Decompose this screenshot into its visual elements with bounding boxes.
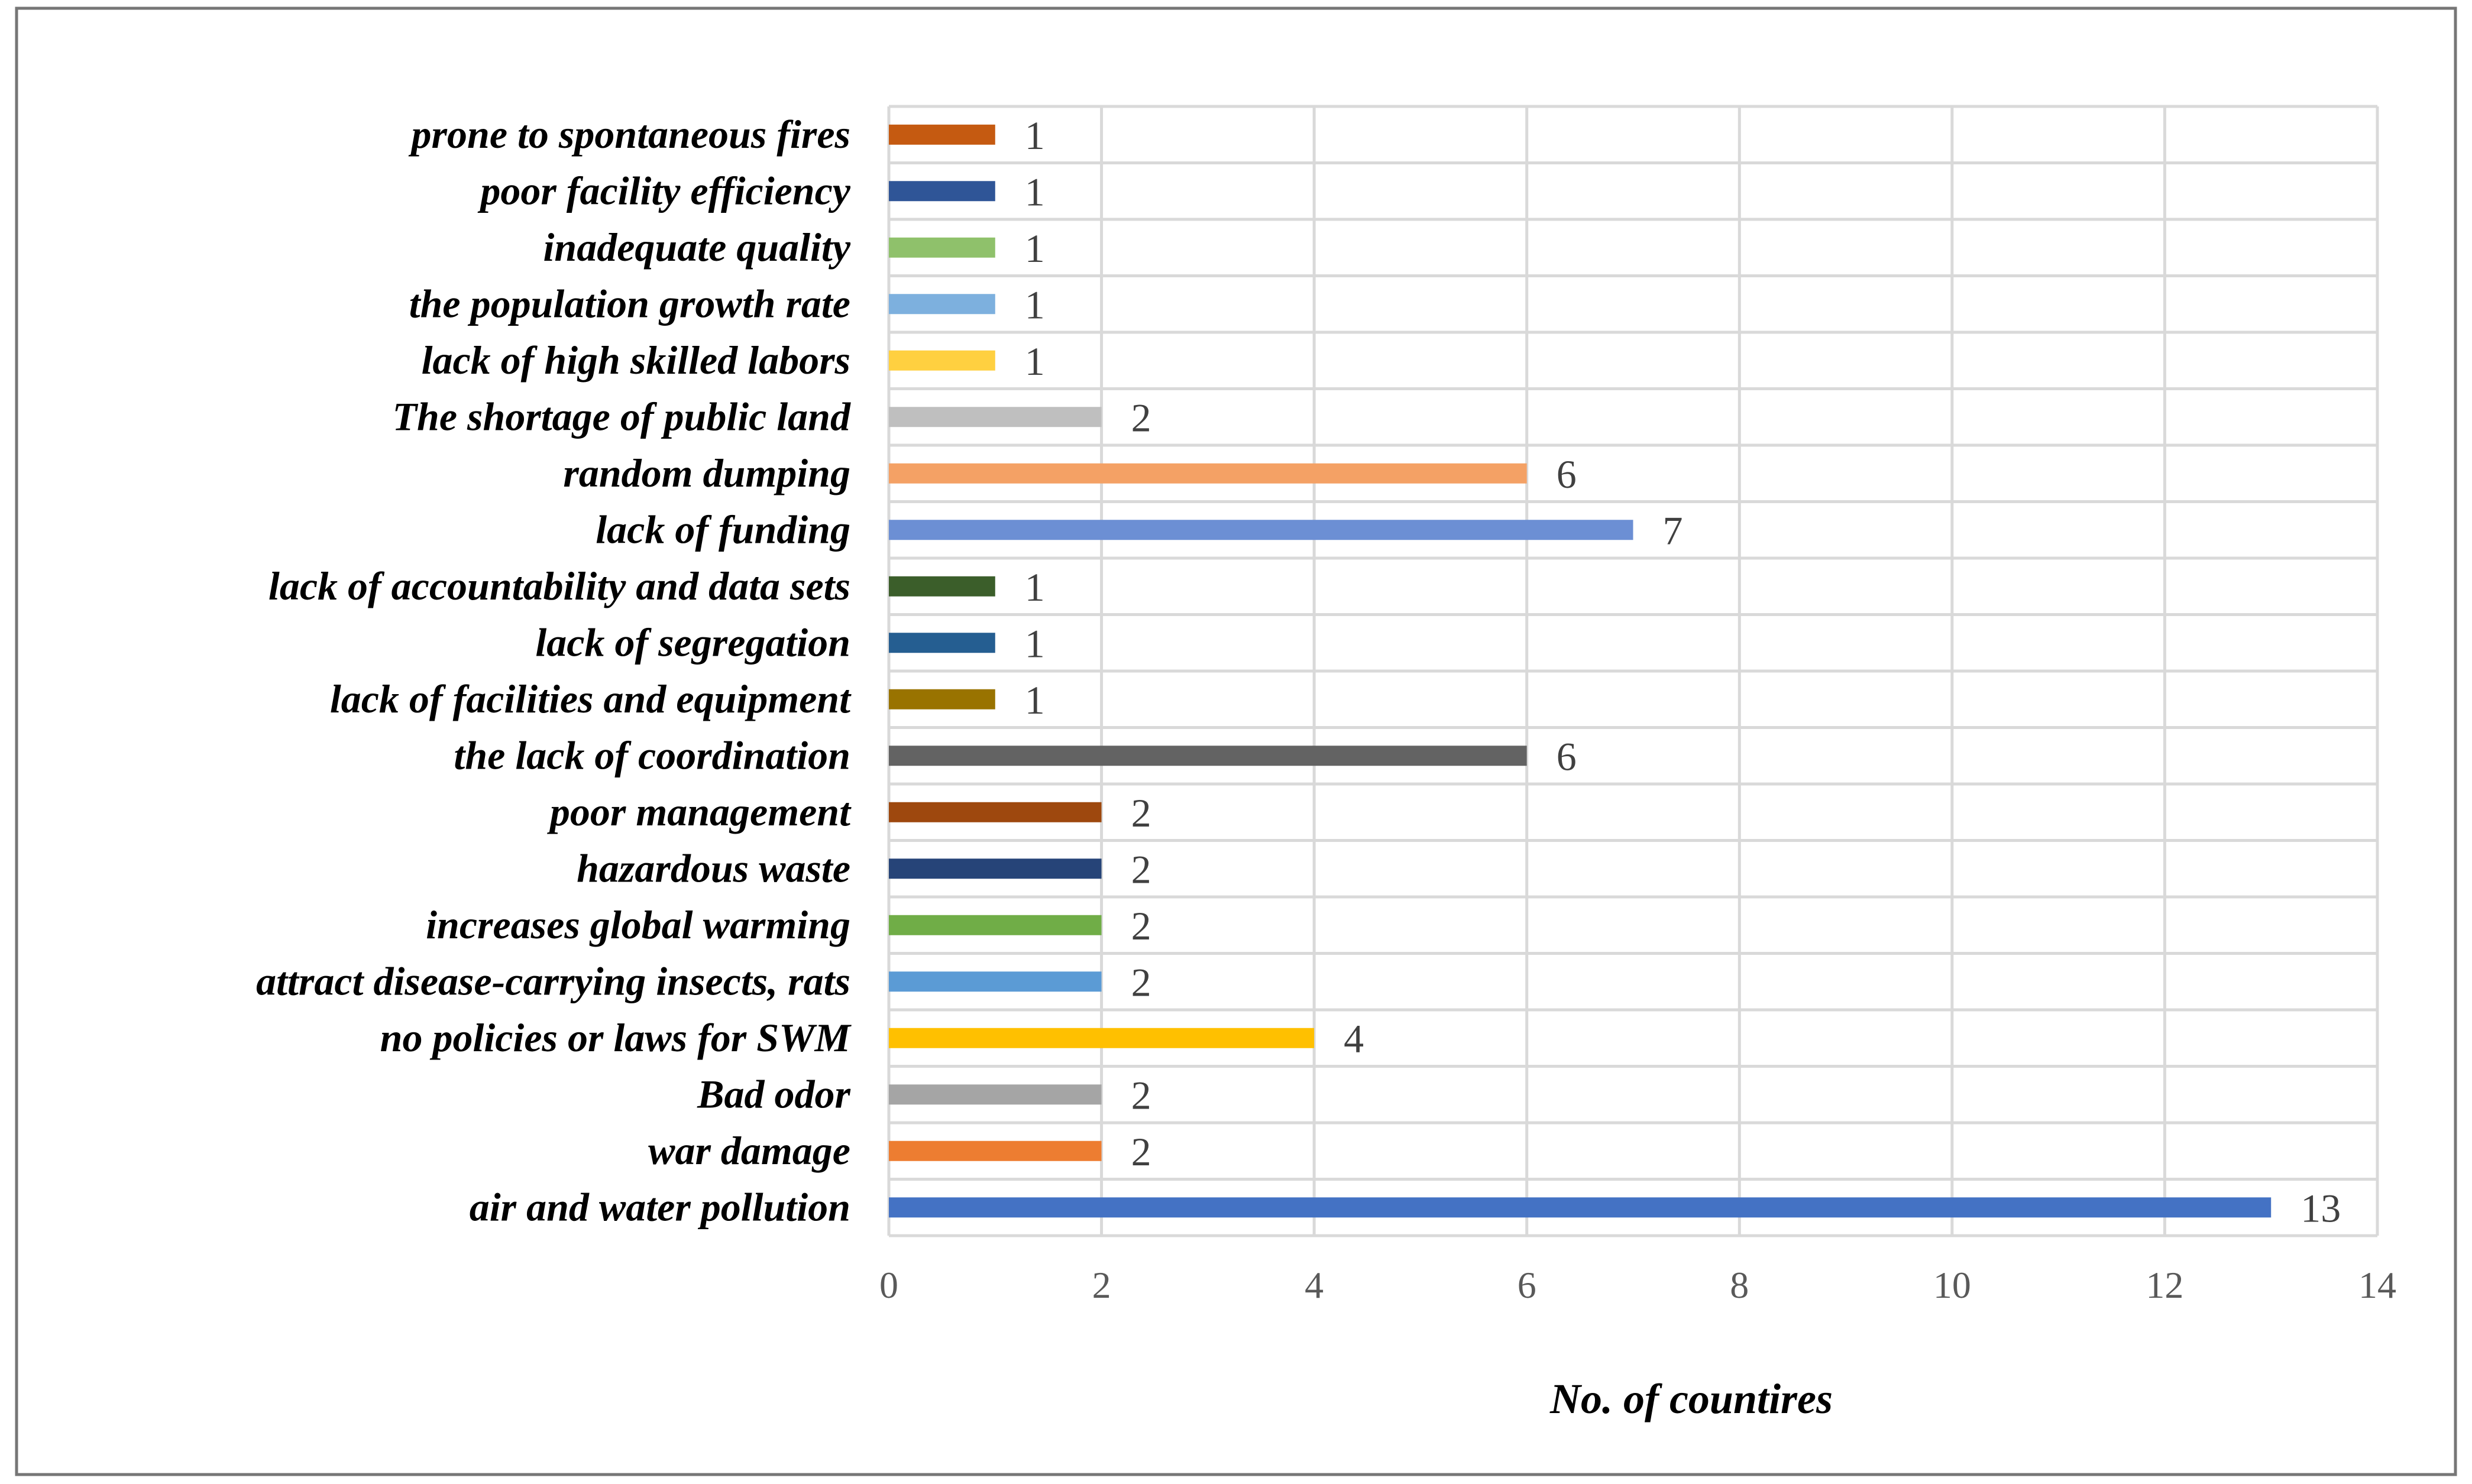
x-tick-label: 6: [1518, 1264, 1536, 1306]
x-tick-label: 0: [879, 1264, 898, 1306]
data-label: 2: [1131, 960, 1151, 1005]
data-label: 1: [1025, 169, 1045, 214]
data-label: 1: [1025, 113, 1045, 158]
category-label: poor management: [547, 789, 852, 834]
bar: [889, 181, 995, 202]
bar: [889, 124, 995, 145]
category-label: no policies or laws for SWM: [380, 1015, 852, 1060]
data-label: 1: [1025, 678, 1045, 722]
x-tick-label: 8: [1730, 1264, 1749, 1306]
data-label: 1: [1025, 282, 1045, 327]
x-axis-title: No. of countires: [1549, 1375, 1833, 1423]
category-label: the lack of coordination: [454, 733, 850, 777]
bar: [889, 1028, 1315, 1048]
category-label: hazardous waste: [577, 845, 850, 890]
bar: [889, 746, 1527, 766]
gridlines: [887, 105, 2379, 1237]
data-label: 2: [1131, 847, 1151, 892]
category-label: The shortage of public land: [393, 394, 851, 439]
data-label: 7: [1663, 508, 1683, 553]
bar: [889, 294, 995, 315]
data-label: 2: [1131, 903, 1151, 948]
chart-border: [15, 7, 2457, 1476]
category-label: poor facility efficiency: [477, 168, 850, 213]
category-label: the population growth rate: [409, 281, 850, 326]
category-label: attract disease-carrying insects, rats: [256, 958, 850, 1003]
bar: [889, 915, 1102, 935]
bar: [889, 237, 995, 258]
data-label: 2: [1131, 1129, 1151, 1174]
bar: [889, 971, 1102, 992]
bar: [889, 802, 1102, 822]
category-label: air and water pollution: [470, 1184, 850, 1229]
category-label: lack of high skilled labors: [422, 338, 850, 383]
category-label: Bad odor: [697, 1071, 850, 1116]
data-label: 2: [1131, 395, 1151, 440]
data-label: 13: [2300, 1185, 2341, 1230]
data-label: 1: [1025, 339, 1045, 384]
category-label: random dumping: [563, 451, 850, 495]
data-label: 1: [1025, 226, 1045, 271]
x-tick-labels: 0 2 4 6 8 10 12 14: [879, 1264, 2396, 1306]
category-label: lack of accountability and data sets: [268, 563, 850, 608]
category-label: lack of funding: [596, 507, 850, 552]
x-tick-label: 2: [1092, 1264, 1111, 1306]
bar: [889, 1140, 1102, 1161]
category-label: increases global warming: [426, 902, 850, 947]
category-label: inadequate quality: [543, 225, 851, 270]
bar: [889, 633, 995, 653]
data-label: 1: [1025, 565, 1045, 610]
category-labels: prone to spontaneous fires poor facility …: [256, 112, 852, 1230]
data-label: 2: [1131, 1073, 1151, 1117]
x-tick-label: 14: [2358, 1264, 2396, 1306]
bar: [889, 350, 995, 371]
bar: [889, 1084, 1102, 1105]
bar: [889, 689, 995, 709]
x-tick-label: 4: [1305, 1264, 1324, 1306]
bar: [889, 858, 1102, 879]
data-label: 4: [1344, 1016, 1364, 1061]
bar-series: 1 1 1 1 1 2 6 7 1 1 1 6 2 2 2 2 4 2 2 13: [889, 113, 2341, 1230]
bar: [889, 520, 1633, 540]
data-label: 6: [1557, 734, 1577, 779]
data-label: 1: [1025, 621, 1045, 666]
data-label: 6: [1557, 452, 1577, 497]
bar: [889, 463, 1527, 484]
category-label: prone to spontaneous fires: [409, 112, 850, 157]
category-label: war damage: [648, 1128, 850, 1173]
x-tick-label: 12: [2146, 1264, 2183, 1306]
bar: [889, 407, 1102, 427]
bar: [889, 576, 995, 597]
bar: [889, 1197, 2272, 1218]
category-label: lack of facilities and equipment: [330, 676, 852, 721]
category-label: lack of segregation: [535, 620, 850, 665]
x-tick-label: 10: [1933, 1264, 1971, 1306]
data-label: 2: [1131, 790, 1151, 835]
